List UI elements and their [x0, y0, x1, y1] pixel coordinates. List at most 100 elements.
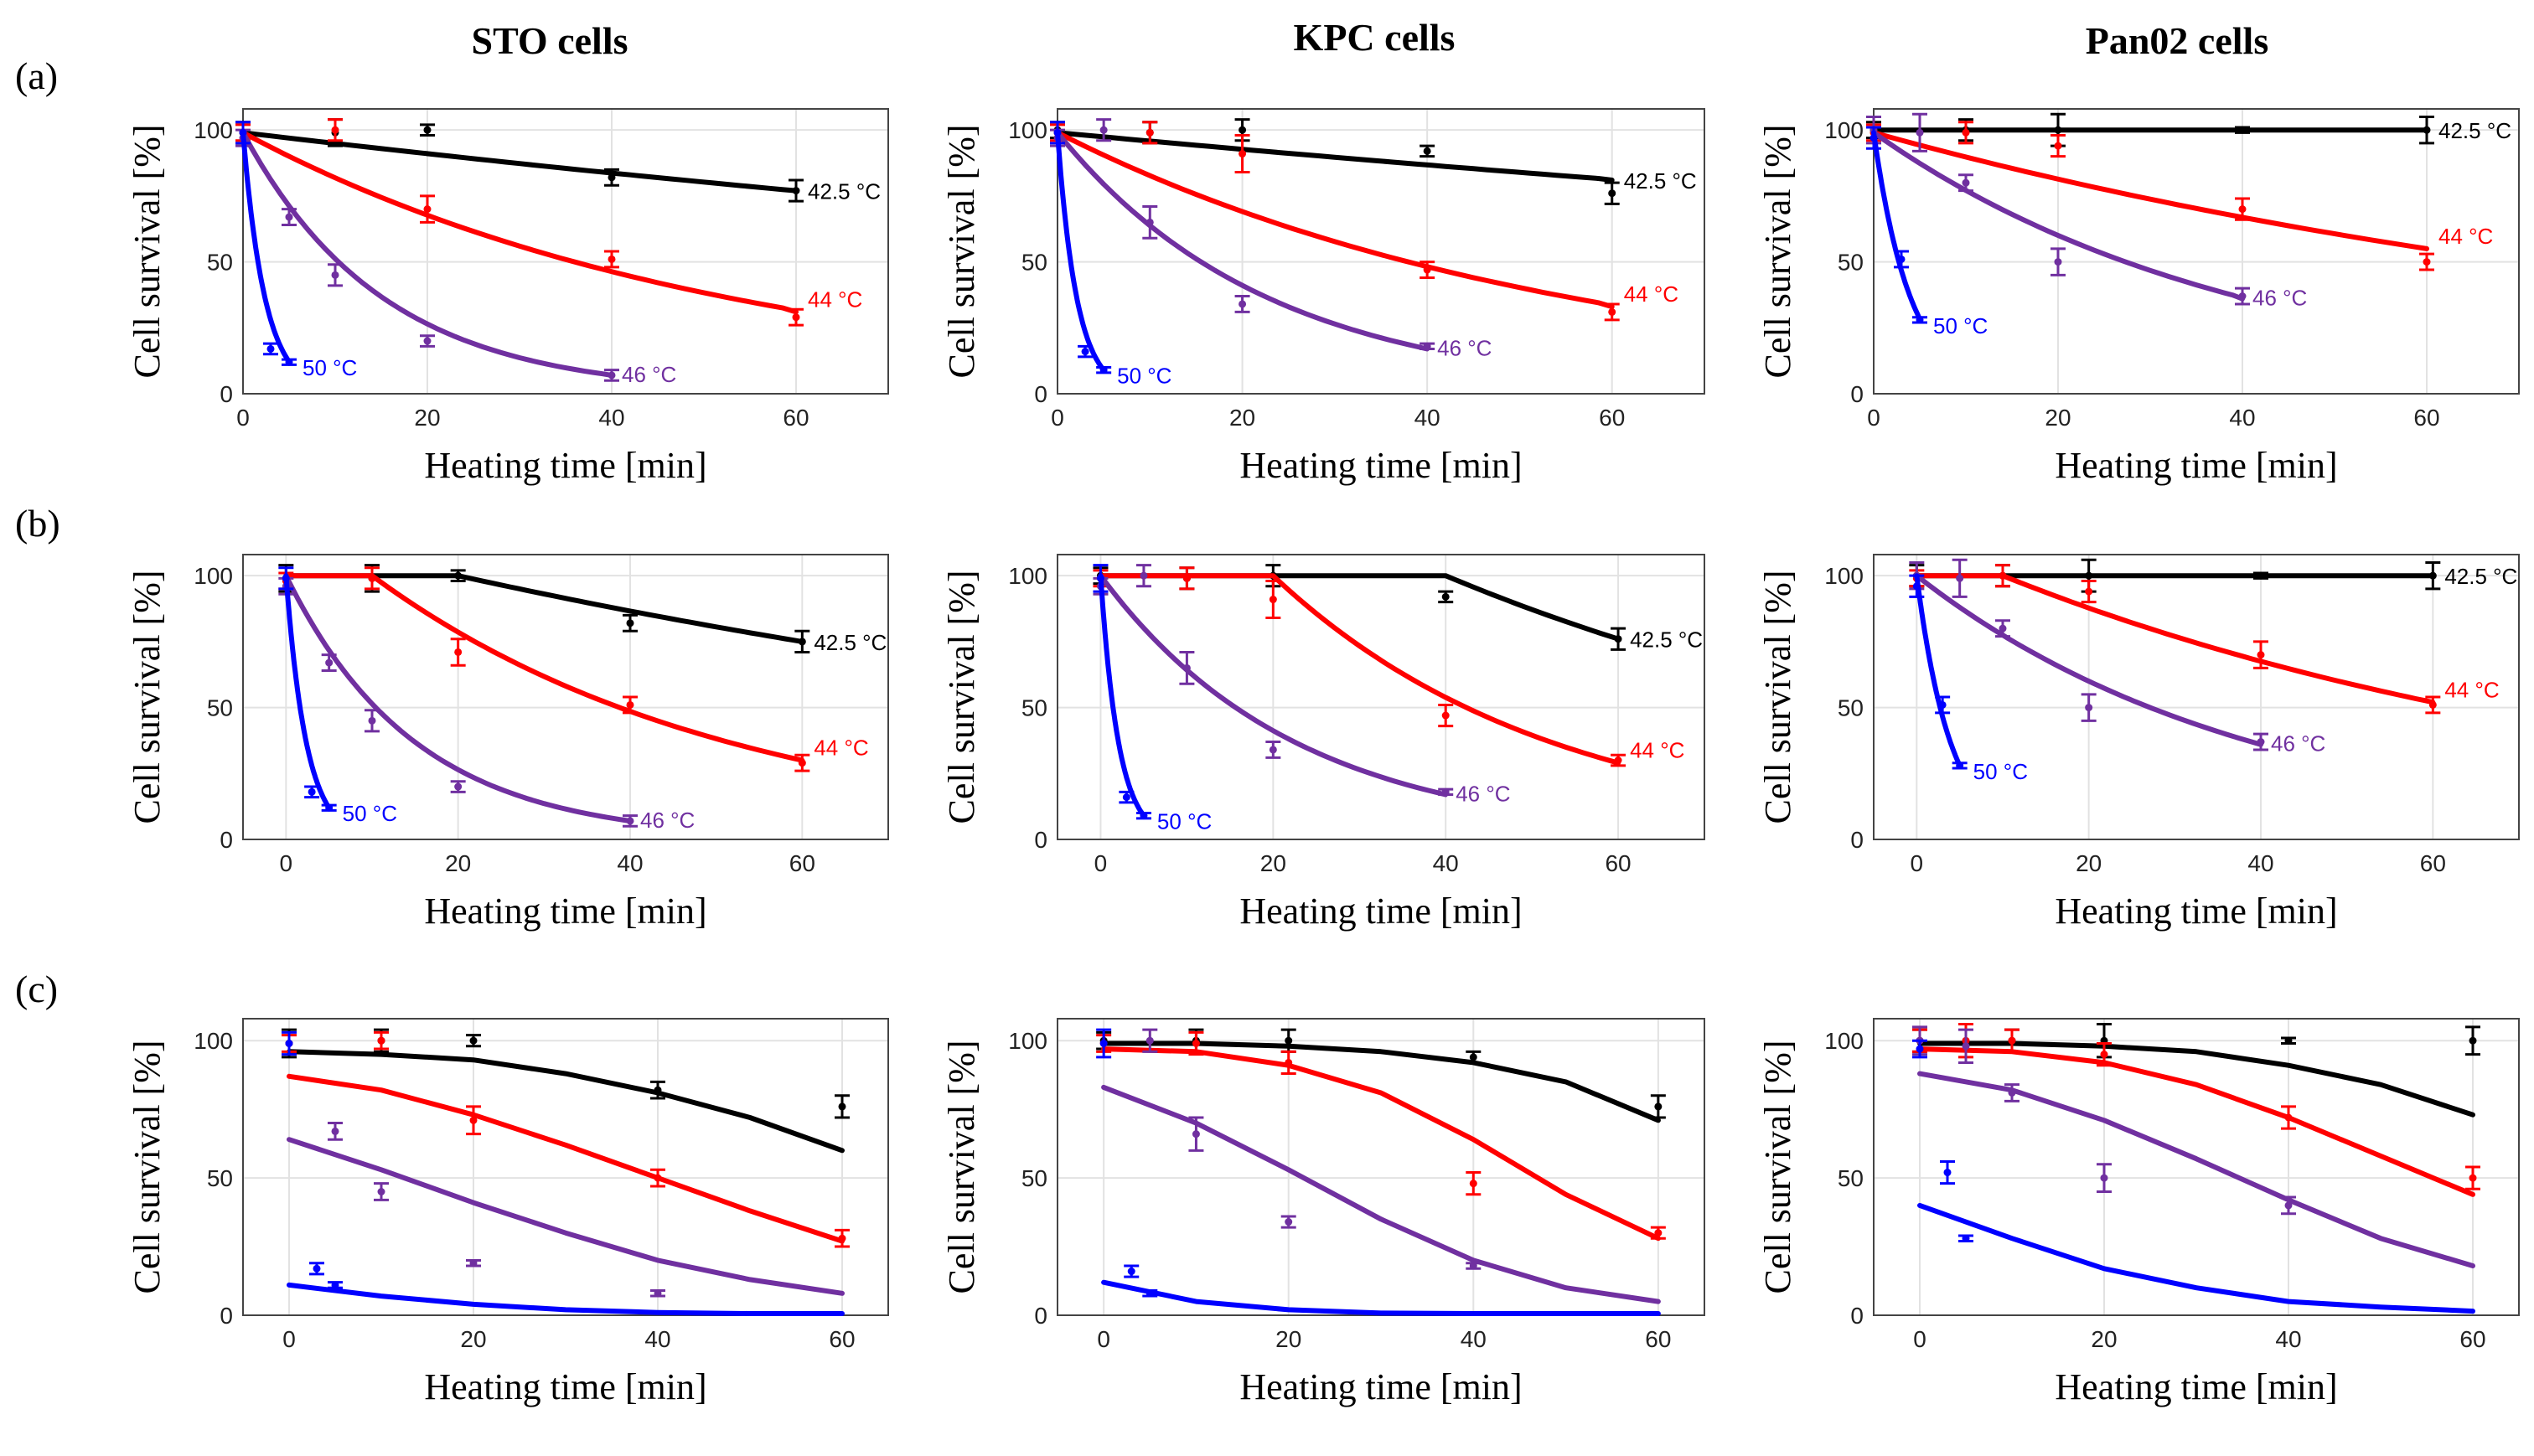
x-tick-label: 40 — [2275, 1326, 2301, 1352]
series-50C — [1096, 1028, 1661, 1316]
fit-curve — [1914, 573, 2263, 747]
x-tick-label: 20 — [414, 405, 440, 431]
data-point — [1608, 189, 1616, 198]
data-point — [266, 344, 275, 353]
panel-2-2: 0 20 40 60 0 50 100 Heating time [min] Cell surv… — [1757, 1018, 2520, 1407]
data-point — [2100, 1174, 2108, 1182]
x-tick-label: 0 — [1097, 1326, 1110, 1352]
data-point — [654, 1289, 662, 1298]
fit-curve — [283, 573, 633, 824]
data-point — [454, 782, 463, 791]
series-50C: 50 °C — [278, 566, 397, 826]
series-50C: 50 °C — [1866, 126, 1988, 338]
data-point — [2257, 651, 2265, 659]
panel-2-1: 0 20 40 60 0 50 100 Heating time [min] Cell surv… — [941, 1018, 1705, 1407]
y-tick-label: 50 — [207, 250, 233, 276]
x-tick-label: 20 — [2076, 850, 2102, 876]
data-point — [1956, 574, 1964, 582]
data-point — [2085, 571, 2093, 580]
data-point — [2008, 1089, 2016, 1097]
x-tick-label: 40 — [617, 850, 643, 876]
data-point — [331, 271, 339, 279]
x-axis-title: Heating time [min] — [424, 445, 706, 486]
data-point — [2469, 1174, 2477, 1182]
x-tick-label: 20 — [1275, 1326, 1301, 1352]
data-point — [1956, 762, 1964, 770]
data-point — [331, 126, 339, 134]
panel-1-0: 0 20 40 60 0 50 100 Heating time [min] Cell surv… — [127, 554, 889, 932]
data-point — [239, 128, 247, 137]
data-point — [1614, 756, 1622, 765]
data-point — [608, 255, 616, 263]
data-point — [1423, 147, 1431, 155]
data-point — [2100, 1051, 2108, 1059]
curve-label: 46 °C — [2252, 286, 2307, 311]
plot-border — [242, 1018, 889, 1316]
column-title-pan02: Pan02 cells — [2086, 19, 2268, 62]
y-axis-title: Cell survival [%] — [1757, 124, 1798, 378]
fit-curve — [240, 130, 799, 315]
plot-border — [1057, 108, 1705, 395]
y-tick-label: 0 — [1850, 827, 1864, 853]
data-point — [1869, 134, 1878, 142]
data-point — [1614, 635, 1622, 643]
x-tick-label: 60 — [1605, 850, 1631, 876]
fit-curve — [1098, 573, 1146, 818]
x-axis-title: Heating time [min] — [2055, 1366, 2337, 1407]
data-point — [1962, 128, 1970, 137]
y-tick-label: 100 — [1824, 117, 1864, 143]
series-44C: 44 °C — [278, 566, 869, 772]
data-point — [285, 1040, 293, 1047]
data-point — [2054, 126, 2062, 134]
data-point — [838, 1102, 846, 1111]
data-point — [626, 619, 634, 627]
y-tick-label: 0 — [1850, 381, 1864, 407]
x-tick-label: 0 — [1913, 1326, 1926, 1352]
fit-curve — [1055, 130, 1430, 352]
x-tick-label: 20 — [1260, 850, 1286, 876]
data-point — [1145, 1289, 1154, 1298]
data-point — [469, 1036, 478, 1045]
x-tick-label: 0 — [1094, 850, 1108, 876]
data-point — [1423, 266, 1431, 274]
plot-border — [1873, 108, 2520, 395]
data-point — [798, 759, 806, 767]
series-46C: 46 °C — [235, 128, 676, 387]
panel-0-1: 0 20 40 60 0 50 100 Heating time [min] Cell surv… — [941, 108, 1705, 486]
data-point — [1469, 1053, 1477, 1061]
y-tick-label: 100 — [194, 117, 233, 143]
y-tick-label: 50 — [1838, 1165, 1864, 1191]
data-point — [792, 313, 800, 322]
data-point — [2284, 1113, 2293, 1122]
data-point — [654, 1174, 662, 1182]
curve-label: 44 °C — [1624, 281, 1678, 307]
x-tick-label: 20 — [445, 850, 471, 876]
data-point — [469, 1116, 478, 1124]
x-tick-label: 60 — [783, 405, 809, 431]
y-axis-title: Cell survival [%] — [1757, 570, 1798, 824]
y-tick-label: 50 — [207, 695, 233, 721]
data-point — [423, 205, 432, 214]
data-point — [1962, 178, 1970, 187]
series-50C — [1912, 1039, 2475, 1314]
data-point — [377, 1036, 385, 1045]
data-point — [1999, 571, 2007, 580]
curve-label: 42.5 °C — [2438, 118, 2511, 143]
data-point — [313, 1264, 321, 1273]
column-title-sto: STO cells — [471, 19, 628, 62]
curve-label: 42.5 °C — [814, 630, 887, 655]
data-point — [423, 126, 432, 134]
data-point — [377, 1188, 385, 1195]
column-title-kpc: KPC cells — [1294, 16, 1456, 59]
x-axis-title: Heating time [min] — [1239, 891, 1522, 932]
data-point — [1916, 128, 1924, 137]
fit-curve — [287, 1282, 845, 1316]
data-point — [285, 358, 293, 366]
x-tick-label: 40 — [1433, 850, 1459, 876]
x-axis-title: Heating time [min] — [424, 1366, 706, 1407]
curve-label: 50 °C — [303, 355, 357, 380]
x-axis-title: Heating time [min] — [1239, 1366, 1522, 1407]
data-point — [1140, 571, 1148, 580]
y-tick-label: 100 — [194, 1028, 233, 1054]
